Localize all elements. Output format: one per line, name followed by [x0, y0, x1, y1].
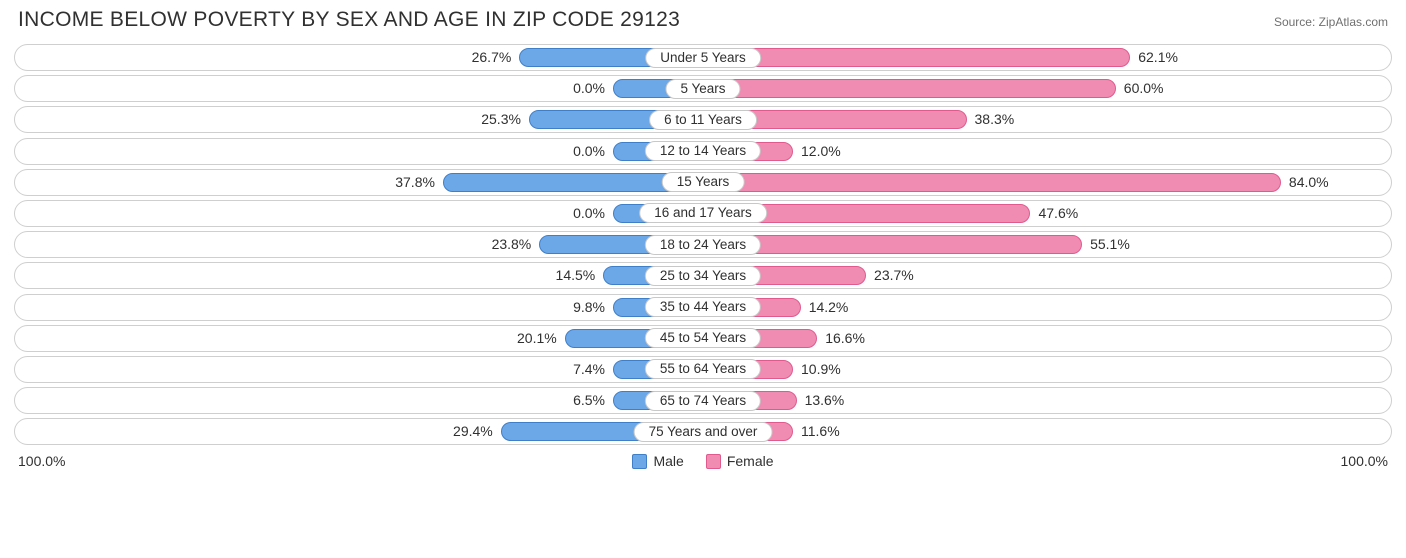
legend-female-label: Female [727, 453, 774, 469]
source-label: Source: ZipAtlas.com [1274, 15, 1388, 29]
female-value-label: 60.0% [1124, 76, 1164, 103]
category-label: 45 to 54 Years [645, 328, 761, 348]
chart-row: 29.4% 11.6% 75 Years and over [14, 416, 1392, 447]
chart-title: INCOME BELOW POVERTY BY SEX AND AGE IN Z… [18, 8, 680, 32]
female-value-label: 38.3% [975, 107, 1015, 134]
male-swatch-icon [632, 454, 647, 469]
male-value-label: 0.0% [573, 201, 605, 228]
male-value-label: 37.8% [395, 170, 435, 197]
female-value-label: 12.0% [801, 139, 841, 166]
female-value-label: 47.6% [1038, 201, 1078, 228]
chart-row: 25.3% 38.3% 6 to 11 Years [14, 104, 1392, 135]
male-value-label: 0.0% [573, 139, 605, 166]
female-value-label: 23.7% [874, 263, 914, 290]
male-value-label: 14.5% [556, 263, 596, 290]
female-value-label: 11.6% [801, 419, 840, 446]
axis-left-max: 100.0% [18, 453, 65, 469]
chart-footer: 100.0% Male Female 100.0% [14, 447, 1392, 469]
chart-body: 26.7% 62.1% Under 5 Years 0.0% 60.0% 5 Years 2… [14, 42, 1392, 447]
male-value-label: 29.4% [453, 419, 493, 446]
male-value-label: 9.8% [573, 295, 605, 322]
category-label: 35 to 44 Years [645, 297, 761, 317]
chart-row: 14.5% 23.7% 25 to 34 Years [14, 260, 1392, 291]
category-label: 12 to 14 Years [645, 141, 761, 161]
category-label: 25 to 34 Years [645, 266, 761, 286]
female-value-label: 14.2% [809, 295, 849, 322]
female-value-label: 62.1% [1138, 45, 1178, 72]
female-value-label: 13.6% [805, 388, 845, 415]
male-value-label: 20.1% [517, 326, 557, 353]
male-value-label: 0.0% [573, 76, 605, 103]
male-value-label: 25.3% [481, 107, 521, 134]
legend-male: Male [632, 453, 683, 469]
axis-right-max: 100.0% [1341, 453, 1388, 469]
category-label: 15 Years [662, 172, 745, 192]
legend: Male Female [632, 453, 773, 469]
chart-row: 37.8% 84.0% 15 Years [14, 167, 1392, 198]
female-value-label: 55.1% [1090, 232, 1130, 259]
female-swatch-icon [706, 454, 721, 469]
male-value-label: 26.7% [472, 45, 512, 72]
category-label: Under 5 Years [645, 48, 761, 68]
female-bar [703, 173, 1281, 192]
male-value-label: 6.5% [573, 388, 605, 415]
chart-row: 6.5% 13.6% 65 to 74 Years [14, 385, 1392, 416]
header: INCOME BELOW POVERTY BY SEX AND AGE IN Z… [14, 8, 1392, 42]
category-label: 16 and 17 Years [639, 203, 767, 223]
female-value-label: 16.6% [825, 326, 865, 353]
chart-row: 0.0% 60.0% 5 Years [14, 73, 1392, 104]
chart-row: 23.8% 55.1% 18 to 24 Years [14, 229, 1392, 260]
category-label: 6 to 11 Years [649, 110, 757, 130]
category-label: 65 to 74 Years [645, 391, 761, 411]
legend-male-label: Male [653, 453, 683, 469]
chart-row: 0.0% 47.6% 16 and 17 Years [14, 198, 1392, 229]
legend-female: Female [706, 453, 774, 469]
category-label: 55 to 64 Years [645, 359, 761, 379]
category-label: 5 Years [665, 79, 740, 99]
category-label: 18 to 24 Years [645, 235, 761, 255]
female-bar [703, 79, 1116, 98]
chart-container: INCOME BELOW POVERTY BY SEX AND AGE IN Z… [0, 0, 1406, 558]
chart-row: 0.0% 12.0% 12 to 14 Years [14, 136, 1392, 167]
male-value-label: 7.4% [573, 357, 605, 384]
female-value-label: 84.0% [1289, 170, 1329, 197]
female-bar [703, 48, 1130, 67]
category-label: 75 Years and over [634, 422, 773, 442]
chart-row: 9.8% 14.2% 35 to 44 Years [14, 292, 1392, 323]
chart-row: 7.4% 10.9% 55 to 64 Years [14, 354, 1392, 385]
male-value-label: 23.8% [492, 232, 532, 259]
female-value-label: 10.9% [801, 357, 841, 384]
chart-row: 26.7% 62.1% Under 5 Years [14, 42, 1392, 73]
chart-row: 20.1% 16.6% 45 to 54 Years [14, 323, 1392, 354]
